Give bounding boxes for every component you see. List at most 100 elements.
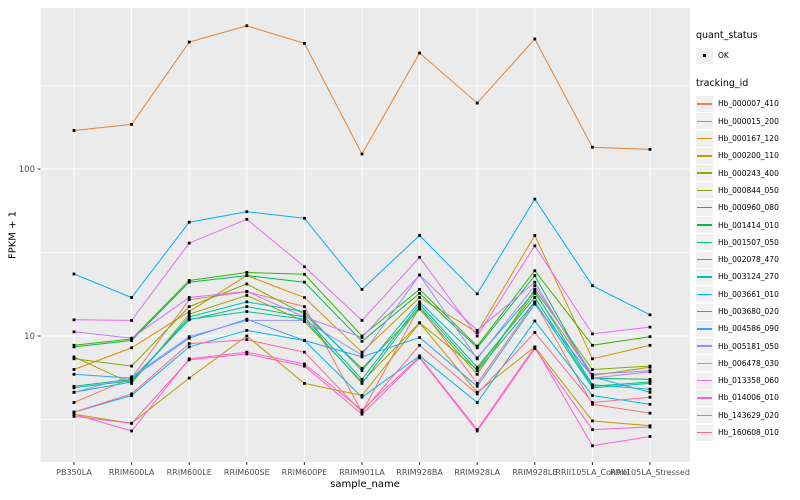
- legend-item-Hb_006478_030: Hb_006478_030: [696, 355, 798, 372]
- data-point-Hb_003680_020: [591, 284, 594, 288]
- legend-key-box: [696, 389, 713, 406]
- data-point-Hb_002078_470: [72, 386, 76, 390]
- legend-item-Hb_004586_090: Hb_004586_090: [696, 320, 798, 337]
- data-point-Hb_000844_050: [591, 368, 594, 371]
- data-point-Hb_003661_010: [245, 329, 249, 332]
- data-point-Hb_143629_020: [648, 425, 652, 429]
- legend-key-line: [697, 224, 712, 226]
- data-point-Hb_000015_200: [72, 129, 76, 132]
- data-point-Hb_000844_050: [648, 364, 652, 368]
- data-point-Hb_000960_080: [187, 279, 191, 282]
- data-point-Hb_000015_200: [591, 145, 594, 149]
- data-point-Hb_003680_020: [360, 288, 364, 291]
- data-point-Hb_143629_020: [418, 356, 421, 360]
- data-point-Hb_013358_060: [130, 319, 133, 322]
- legend-key-line: [697, 345, 712, 347]
- data-point-Hb_003680_020: [648, 313, 652, 317]
- data-point-Hb_005181_050: [245, 319, 249, 322]
- data-point-Hb_000200_110: [187, 376, 191, 380]
- data-point-Hb_003124_270: [418, 300, 421, 304]
- legend-key-box: [696, 372, 713, 389]
- data-point-Hb_013358_060: [648, 325, 652, 329]
- legend-key-line: [697, 120, 712, 122]
- data-point-Hb_143629_020: [533, 347, 537, 350]
- data-point-Hb_000243_400: [187, 312, 191, 316]
- data-point-Hb_001414_010: [360, 339, 364, 343]
- legend-item-label: OK: [718, 51, 729, 61]
- data-point-Hb_143629_020: [245, 352, 249, 356]
- data-point-Hb_003661_010: [591, 394, 594, 397]
- data-point-Hb_002078_470: [360, 382, 364, 385]
- x-tick-label-RRIM928LA: RRIM928LA: [454, 468, 500, 477]
- x-tick-label-RRIM600LE: RRIM600LE: [167, 468, 212, 477]
- data-point-Hb_003680_020: [533, 197, 537, 201]
- legend-key-line: [697, 362, 712, 365]
- x-tick-label-RRIM928LE: RRIM928LE: [512, 468, 557, 477]
- data-point-Hb_000167_120: [418, 296, 421, 299]
- data-point-Hb_014006_010: [72, 412, 76, 416]
- data-point-Hb_000167_120: [130, 346, 133, 350]
- legend-key-box: [696, 268, 713, 285]
- data-point-Hb_143629_020: [303, 364, 306, 368]
- legend-tracking-id-title: tracking_id: [696, 78, 749, 90]
- legend-item-label: Hb_005181_050: [718, 341, 779, 351]
- data-point-Hb_003661_010: [475, 401, 479, 404]
- data-point-Hb_000243_400: [418, 321, 421, 325]
- data-point-Hb_000015_200: [648, 148, 652, 151]
- legend-key-line: [697, 207, 712, 209]
- data-point-Hb_005181_050: [591, 372, 594, 376]
- data-point-Hb_000960_080: [360, 334, 364, 338]
- data-point-Hb_004586_090: [533, 302, 537, 306]
- data-point-Hb_003661_010: [648, 402, 652, 406]
- legend-item-label: Hb_002078_470: [718, 255, 779, 265]
- legend: quant_status OK tracking_id Hb_000007_41…: [696, 30, 798, 441]
- data-point-Hb_006478_030: [475, 329, 479, 332]
- data-point-Hb_001507_050: [245, 305, 249, 308]
- data-point-Hb_000200_110: [303, 382, 306, 385]
- data-point-Hb_000844_050: [475, 372, 479, 376]
- data-point-Hb_000243_400: [533, 292, 537, 295]
- data-point-Hb_000167_120: [303, 296, 306, 299]
- legend-item-ok: OK: [696, 47, 798, 64]
- data-point-Hb_000007_410: [187, 298, 191, 302]
- x-tick-label-RRIM600PE: RRIM600PE: [282, 468, 328, 477]
- data-point-Hb_013358_060: [72, 318, 76, 322]
- legend-item-label: Hb_006478_030: [718, 358, 779, 368]
- data-point-Hb_000015_200: [303, 42, 306, 45]
- legend-key-box: [696, 113, 713, 130]
- data-point-Hb_003661_010: [360, 395, 364, 399]
- legend-item-label: Hb_001414_010: [718, 220, 779, 230]
- data-point-Hb_000844_050: [303, 312, 306, 316]
- data-point-Hb_005181_050: [360, 353, 364, 357]
- legend-item-label: Hb_143629_020: [718, 410, 779, 420]
- data-point-Hb_006478_030: [533, 280, 537, 284]
- legend-item-Hb_000243_400: Hb_000243_400: [696, 164, 798, 182]
- x-tick-label-RRIM600SE: RRIM600SE: [224, 468, 270, 477]
- legend-key-line: [697, 328, 712, 330]
- data-point-Hb_006478_030: [591, 376, 594, 380]
- data-point-Hb_001507_050: [418, 302, 421, 306]
- legend-item-Hb_000960_080: Hb_000960_080: [696, 199, 798, 216]
- legend-key-line: [697, 276, 712, 278]
- data-point-Hb_000015_200: [360, 152, 364, 156]
- data-point-Hb_006478_030: [360, 336, 364, 339]
- x-tick-label-RRIM928BA: RRIM928BA: [396, 468, 443, 477]
- data-point-Hb_000007_410: [72, 401, 76, 404]
- data-point-Hb_004586_090: [360, 355, 364, 359]
- legend-item-Hb_000167_120: Hb_000167_120: [696, 130, 798, 147]
- data-point-Hb_001507_050: [360, 378, 364, 381]
- x-tick-label-RRIM600LA: RRIM600LA: [109, 468, 155, 477]
- legend-key-line: [697, 431, 712, 434]
- data-point-Hb_013358_060: [475, 334, 479, 338]
- data-point-Hb_000167_120: [187, 310, 191, 313]
- legend-item-label: Hb_000167_120: [718, 134, 779, 144]
- data-point-Hb_003661_010: [130, 394, 133, 397]
- x-tick-label-PB350LA: PB350LA: [56, 468, 92, 477]
- data-point-Hb_160608_010: [187, 342, 191, 345]
- data-point-Hb_002078_470: [245, 310, 249, 313]
- data-point-Hb_000960_080: [418, 288, 421, 291]
- data-point-Hb_013358_060: [591, 332, 594, 336]
- data-point-Hb_160608_010: [418, 343, 421, 347]
